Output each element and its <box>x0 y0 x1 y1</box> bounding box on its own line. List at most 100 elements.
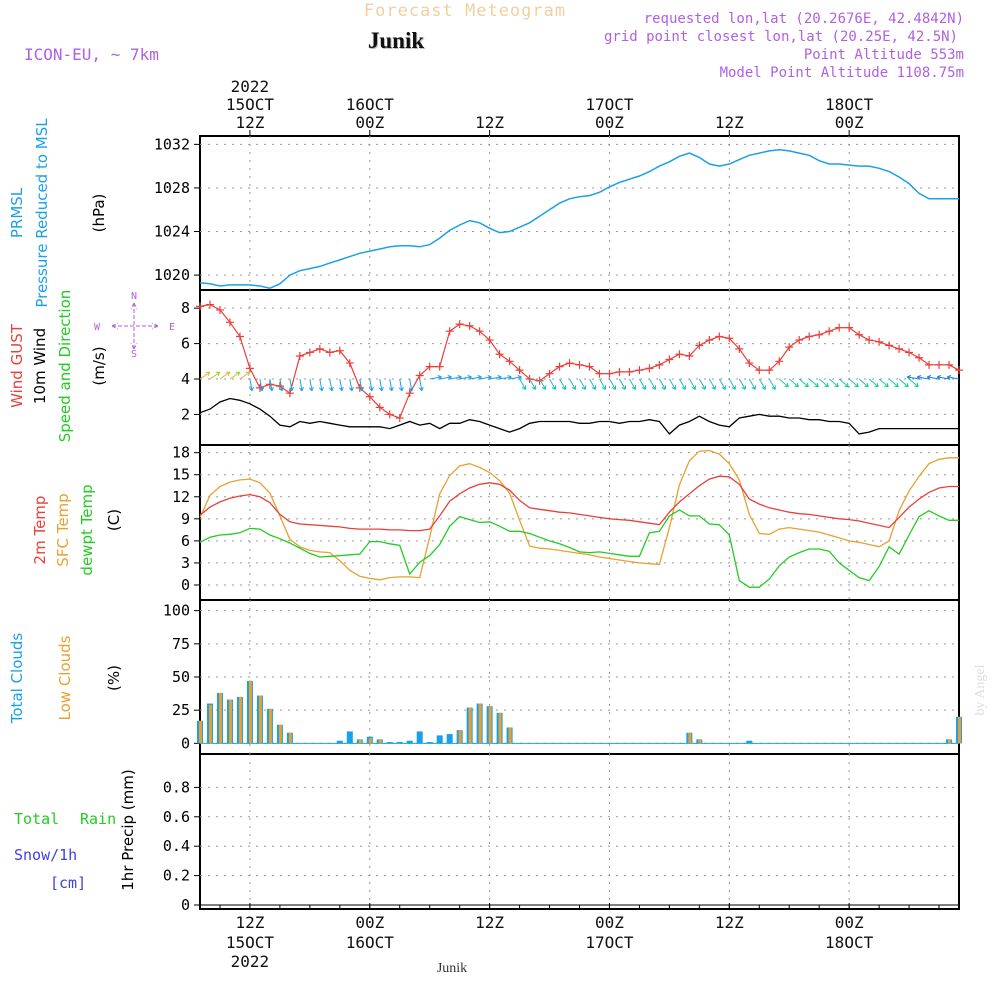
top-time-label: 17OCT <box>585 95 634 114</box>
gust-point <box>545 369 554 378</box>
sfc-temp-line <box>199 449 959 581</box>
total-cloud-bar <box>346 731 353 744</box>
wind-direction-arrow <box>618 378 626 390</box>
gust-point <box>235 332 244 341</box>
top-time-label: 00Z <box>595 113 624 132</box>
low-cloud-bar <box>458 730 462 744</box>
top-time-label: 00Z <box>835 113 864 132</box>
total-clouds-label: Total Clouds <box>8 633 26 725</box>
gust-point <box>515 366 524 375</box>
bottom-time-label: 2022 <box>231 952 270 971</box>
grid-coords: grid point closest lon,lat (20.25E, 42.5… <box>604 29 958 45</box>
gust-point <box>385 410 394 419</box>
gust-point <box>375 403 384 412</box>
precip-unit-label: 1hr Precip (mm) <box>119 769 137 890</box>
bottom-time-label: 17OCT <box>585 933 634 952</box>
wind-direction-arrow <box>838 378 849 388</box>
pressure-msl-label: Pressure Reduced to MSL <box>33 118 51 308</box>
temp-unit-label: (C) <box>105 509 123 531</box>
wind-direction-arrow <box>778 378 789 388</box>
wind-direction-arrow <box>429 375 442 380</box>
low-cloud-bar <box>218 692 222 744</box>
wind-direction-arrow <box>269 378 274 392</box>
wind-direction-arrow <box>638 378 646 390</box>
y-tick-label: 0 <box>181 576 190 594</box>
gust-point <box>615 367 624 376</box>
gust-point <box>905 348 914 357</box>
gust-point <box>325 348 334 357</box>
wind-direction-arrow <box>678 378 686 390</box>
gust-point <box>425 362 434 371</box>
gust-point <box>755 366 764 375</box>
gust-point <box>655 360 664 369</box>
wind-direction-arrow <box>328 378 334 392</box>
y-tick-label: 0 <box>181 896 190 914</box>
gust-point <box>435 362 444 371</box>
model-label: ICON-EU, ~ 7km <box>24 45 159 64</box>
watermark: by Angel <box>973 664 988 715</box>
wind-direction-arrow <box>738 378 746 390</box>
gust-point <box>745 359 754 368</box>
low-cloud-bar <box>688 732 692 744</box>
bottom-time-label: 18OCT <box>825 933 874 952</box>
wind-direction-arrow <box>708 378 716 390</box>
requested-coords: requested lon,lat (20.2676E, 42.4842N) <box>644 11 964 27</box>
gust-point <box>295 351 304 360</box>
gust-point <box>315 344 324 353</box>
gust-point <box>215 305 224 314</box>
gust-point <box>585 362 594 371</box>
low-cloud-bar <box>258 695 262 744</box>
pressure-panel-frame <box>199 135 960 291</box>
low-cloud-bar <box>199 720 202 744</box>
low-cloud-bar <box>248 680 252 744</box>
gust-label: Wind GUST <box>8 323 26 408</box>
wind-direction-arrow <box>688 378 696 390</box>
wind-direction-arrow <box>209 371 221 380</box>
low-cloud-bar <box>358 739 362 744</box>
wind-direction-arrow <box>658 378 666 390</box>
point-altitude: Point Altitude 553m <box>804 47 964 63</box>
compass-arrows <box>111 302 159 350</box>
low-cloud-bar <box>478 703 482 744</box>
precip-panel-frame <box>199 753 960 910</box>
low-cloud-bar <box>238 696 242 744</box>
gust-point <box>305 348 314 357</box>
bottom-time-label: 15OCT <box>226 933 275 952</box>
total-cloud-bar <box>446 734 453 744</box>
wind-direction-arrow <box>479 375 492 380</box>
gust-point <box>415 371 424 380</box>
compass-w: W <box>94 322 101 333</box>
wind-direction-arrow <box>908 378 919 388</box>
y-tick-label: 4 <box>181 370 190 388</box>
t2m-line <box>199 475 959 532</box>
gust-point <box>845 323 854 332</box>
bottom-time-label: 12Z <box>715 913 744 932</box>
low-cloud-bar <box>948 739 952 744</box>
y-tick-label: 3 <box>181 554 190 572</box>
wind-direction-arrow <box>348 378 354 392</box>
gust-point <box>815 330 824 339</box>
wind-direction-arrow <box>848 378 859 388</box>
wind-direction-arrow <box>758 378 766 390</box>
y-tick-labels: 1020 1024 1028 1032 2 4 6 8 0 3 6 9 12 15 18 0 25 50 75 100… <box>154 135 190 914</box>
y-tick-label: 100 <box>163 602 190 620</box>
total-rain-label-1: Total <box>14 810 59 828</box>
gust-point <box>525 375 534 384</box>
gust-point <box>485 336 494 345</box>
wind-direction-arrow <box>229 371 241 380</box>
gust-point <box>196 302 204 311</box>
low-cloud-bar <box>488 706 492 744</box>
wind-direction-arrow <box>509 375 522 380</box>
wind-direction-arrow <box>308 378 314 392</box>
gust-point <box>645 364 654 373</box>
total-cloud-bar <box>396 742 403 744</box>
y-tick-label: 18 <box>172 444 190 462</box>
y-tick-label: 0.8 <box>163 778 190 796</box>
top-time-label: 16OCT <box>346 95 395 114</box>
low-cloud-bar <box>228 699 232 744</box>
gust-point <box>955 366 963 375</box>
gust-point <box>695 341 704 350</box>
low-cloud-bar <box>378 739 382 744</box>
bottom-time-label: 00Z <box>595 913 624 932</box>
